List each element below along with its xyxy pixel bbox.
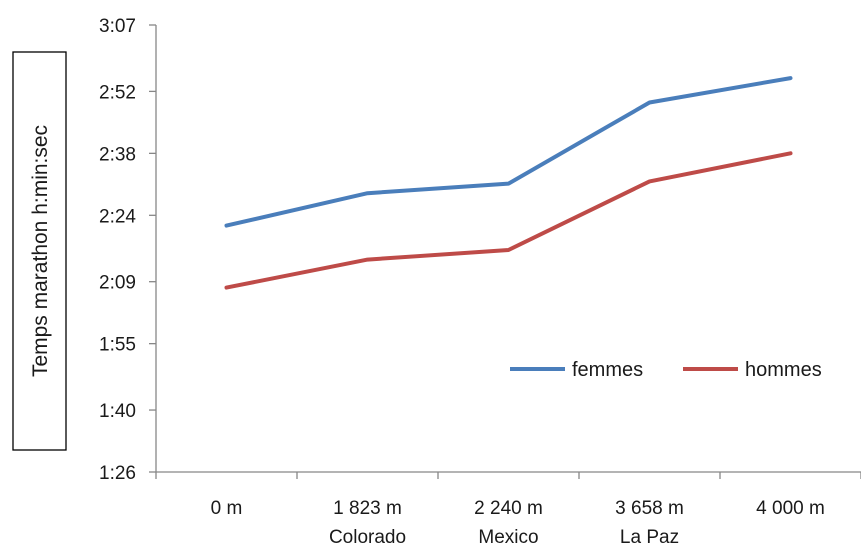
legend-label-hommes: hommes — [745, 359, 822, 381]
y-tick-label: 1:26 — [99, 463, 136, 484]
y-tick-label: 1:55 — [99, 335, 136, 356]
plot-axes — [155, 25, 861, 473]
y-tick-label: 2:38 — [99, 144, 136, 165]
x-category-label: 0 m — [211, 498, 243, 519]
y-tick-label: 3:07 — [99, 16, 136, 37]
y-axis-label: Temps marathon h:min:sec — [29, 125, 52, 377]
series-lines — [224, 76, 793, 290]
x-category-place-label: La Paz — [620, 527, 679, 548]
legend-label-femmes: femmes — [572, 359, 643, 381]
y-tick-label: 2:24 — [99, 206, 136, 227]
y-tick-label: 1:40 — [99, 401, 136, 422]
y-tick-labels: 1:26 1:40 1:55 2:09 2:24 2:38 2:52 3:07 — [99, 16, 156, 484]
y-axis-label-frame — [12, 51, 67, 451]
y-axis-label-box: Temps marathon h:min:sec — [12, 51, 67, 451]
x-category-label: 3 658 m — [615, 498, 684, 519]
series-line-hommes — [224, 151, 793, 290]
y-tick-label: 2:09 — [99, 273, 136, 294]
y-tick-label: 2:52 — [99, 82, 136, 103]
series-line-femmes — [224, 76, 793, 228]
x-category-label: 4 000 m — [756, 498, 825, 519]
x-category-place-label: Colorado — [329, 527, 406, 548]
x-category-label: 2 240 m — [474, 498, 543, 519]
x-category-place-label: Mexico — [478, 527, 538, 548]
x-category-label: 1 823 m — [333, 498, 402, 519]
x-category-labels: 0 m 1 823 m Colorado 2 240 m Mexico 3 658 m La… — [155, 472, 861, 548]
legend: femmes hommes — [510, 359, 822, 381]
